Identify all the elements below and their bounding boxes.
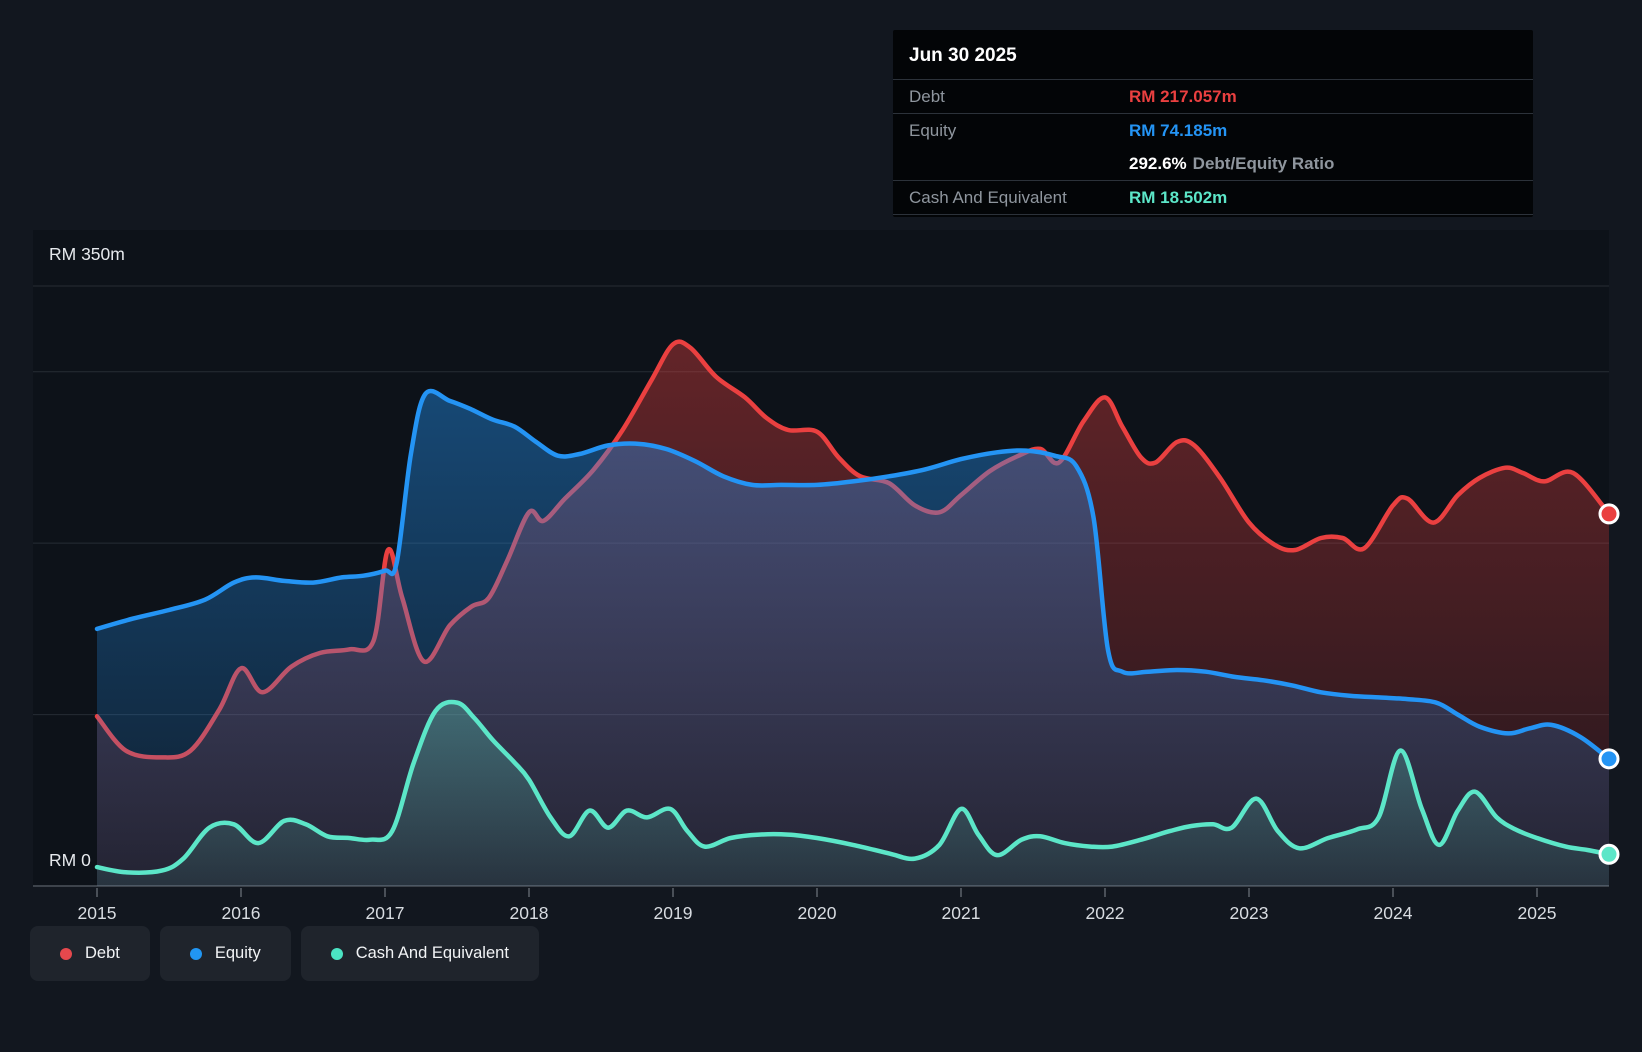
x-axis-label-2023: 2023 [1230,903,1269,923]
ratio-text: 292.6% Debt/Equity Ratio [1129,154,1334,174]
x-axis-label-2016: 2016 [222,903,261,923]
cash-line [94,699,1612,875]
cash-area [97,702,1609,886]
x-axis-label-2020: 2020 [798,903,837,923]
cash-label: Cash And Equivalent [909,187,1067,207]
cash-endpoint-marker[interactable] [1598,843,1620,865]
divider [893,214,1533,215]
equity-endpoint-marker[interactable] [1598,748,1620,770]
equity-value: RM 74.185m [1129,120,1228,140]
x-axis-label-2018: 2018 [510,903,549,923]
equity-label: Equity [909,120,957,140]
tooltip-row-ratio: 292.6% Debt/Equity Ratio [893,147,1533,180]
legend-label: Cash And Equivalent [355,944,509,962]
chart-tooltip: Jun 30 2025 Debt RM 217.057m Equity RM 7… [893,30,1533,217]
equity-dot-icon [189,947,202,960]
tooltip-row-cash: Cash And Equivalent RM 18.502m [893,181,1533,214]
x-axis-label-2015: 2015 [78,903,117,923]
tooltip-row-equity: Equity RM 74.185m [893,114,1533,147]
x-axis-label-2021: 2021 [942,903,981,923]
debt-label: Debt [909,86,945,106]
legend-item-cash[interactable]: Cash And Equivalent [300,926,539,981]
x-axis-label-2019: 2019 [654,903,693,923]
x-axis-label-2024: 2024 [1374,903,1413,923]
x-axis-label-2017: 2017 [366,903,405,923]
legend-item-debt[interactable]: Debt [30,926,150,981]
ratio-value: 292.6% [1129,153,1187,173]
y-axis-label-bottom: RM 0 [49,850,91,870]
chart-legend: Debt Equity Cash And Equivalent [30,926,539,981]
y-axis-label-top: RM 350m [49,244,125,264]
ratio-label: Debt/Equity Ratio [1192,153,1335,173]
divider [893,113,1533,114]
tooltip-date: Jun 30 2025 [909,45,1017,66]
x-axis-label-2022: 2022 [1086,903,1125,923]
divider [893,180,1533,181]
debt-endpoint-marker[interactable] [1598,503,1620,525]
legend-item-equity[interactable]: Equity [159,926,291,981]
cash-dot-icon [330,947,343,960]
tooltip-row-debt: Debt RM 217.057m [893,80,1533,113]
divider [893,79,1533,80]
equity-line [94,388,1612,762]
cash-value: RM 18.502m [1129,187,1228,207]
legend-label: Equity [214,944,261,962]
debt-value: RM 217.057m [1129,86,1237,106]
debt-dot-icon [60,947,72,960]
legend-label: Debt [85,944,120,962]
x-axis-label-2025: 2025 [1518,903,1557,923]
